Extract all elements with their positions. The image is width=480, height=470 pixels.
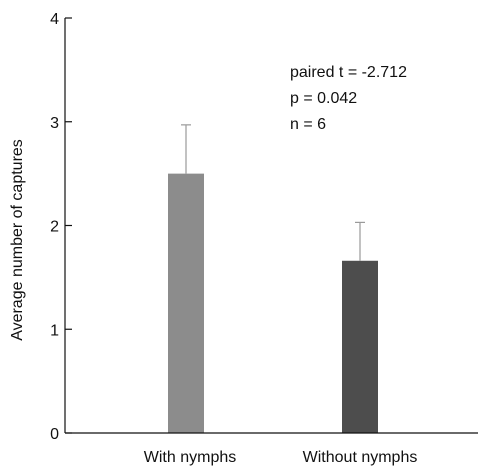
annotation-p-value: p = 0.042 <box>290 90 357 107</box>
y-ticks-layer: 0 1 2 3 4 <box>50 11 72 443</box>
y-axis-title: Average number of captures <box>9 139 26 341</box>
bars-layer <box>168 173 378 433</box>
y-tick-label-3: 3 <box>50 115 59 132</box>
category-labels-layer: With nymphs Without nymphs <box>144 449 418 466</box>
category-label-without-nymphs: Without nymphs <box>303 449 418 466</box>
y-tick-label-4: 4 <box>50 11 59 28</box>
y-tick-label-1: 1 <box>50 322 59 339</box>
annotation-paired-t: paired t = -2.712 <box>290 64 407 81</box>
bar-with-nymphs <box>168 173 204 433</box>
y-tick-label-2: 2 <box>50 219 59 236</box>
stats-annotation: paired t = -2.712 p = 0.042 n = 6 <box>290 64 407 133</box>
bar-without-nymphs <box>342 260 378 433</box>
annotation-n: n = 6 <box>290 116 326 133</box>
y-tick-label-0: 0 <box>50 426 59 443</box>
error-bars-layer <box>181 124 365 261</box>
category-label-with-nymphs: With nymphs <box>144 449 236 466</box>
